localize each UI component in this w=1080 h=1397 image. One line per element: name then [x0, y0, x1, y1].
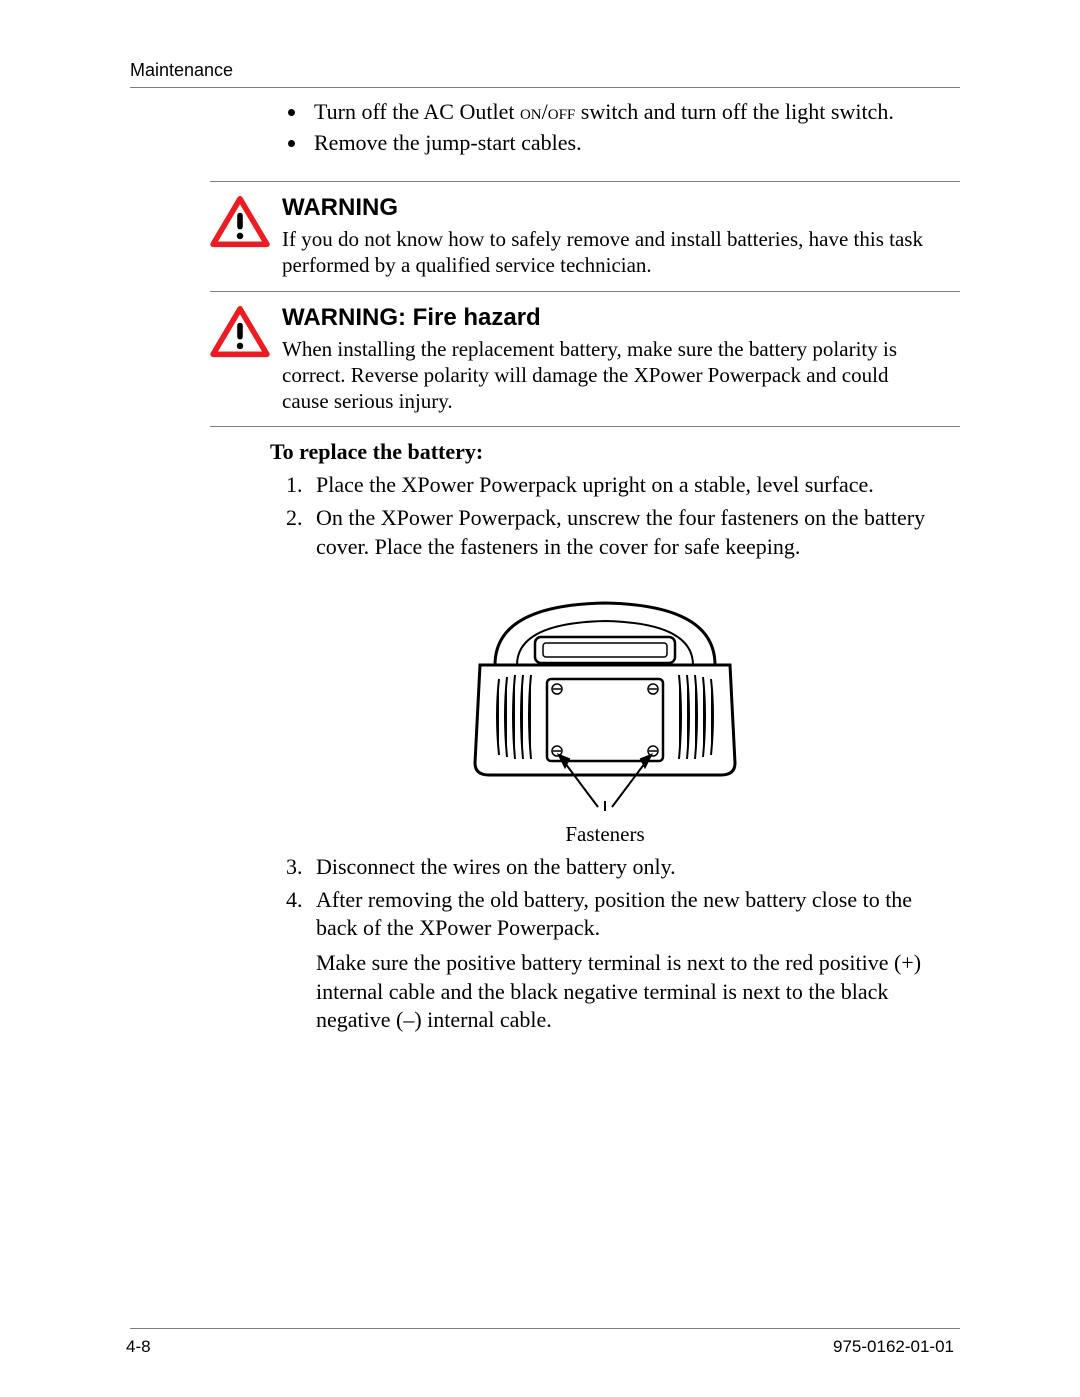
step-item: On the XPower Powerpack, unscrew the fou… — [308, 504, 940, 561]
bullet-text: switch and turn off the light switch. — [575, 99, 894, 124]
step-item: Disconnect the wires on the battery only… — [308, 853, 940, 882]
figure-caption: Fasteners — [270, 822, 940, 847]
step-item: Place the XPower Powerpack upright on a … — [308, 471, 940, 500]
document-page: Maintenance Turn off the AC Outlet on/of… — [0, 0, 1080, 1397]
warning-icon — [210, 196, 276, 252]
warning-content: WARNING: Fire hazard When installing the… — [282, 304, 940, 415]
footer-rule — [130, 1328, 960, 1329]
step-text: After removing the old battery, position… — [316, 887, 912, 941]
warning-block: WARNING: Fire hazard When installing the… — [210, 292, 940, 427]
powerpack-illustration — [425, 575, 785, 815]
bullet-text: Turn off the AC Outlet — [314, 99, 520, 124]
procedure-steps-cont: Disconnect the wires on the battery only… — [270, 853, 940, 1035]
section-rule — [210, 426, 960, 427]
intro-bullet-list: Turn off the AC Outlet on/off switch and… — [270, 98, 940, 157]
bullet-item: Remove the jump-start cables. — [308, 129, 940, 158]
procedure-heading: To replace the battery: — [270, 439, 940, 465]
warning-heading: WARNING: Fire hazard — [282, 304, 940, 332]
page-footer: 4-8 975-0162-01-01 — [120, 1328, 960, 1357]
bullet-smallcaps: on/off — [520, 99, 575, 124]
bullet-item: Turn off the AC Outlet on/off switch and… — [308, 98, 940, 127]
running-header: Maintenance — [130, 60, 960, 81]
warning-block: WARNING If you do not know how to safely… — [210, 182, 940, 291]
intro-block: Turn off the AC Outlet on/off switch and… — [270, 98, 940, 157]
warning-body: If you do not know how to safely remove … — [282, 226, 940, 279]
warning-body: When installing the replacement battery,… — [282, 336, 940, 415]
procedure-steps: Place the XPower Powerpack upright on a … — [270, 471, 940, 561]
step-continuation: Make sure the positive battery terminal … — [316, 949, 940, 1035]
procedure-block: To replace the battery: Place the XPower… — [270, 439, 940, 1034]
warning-heading: WARNING — [282, 194, 940, 222]
figure: Fasteners — [270, 575, 940, 847]
bullet-text: Remove the jump-start cables. — [314, 130, 582, 155]
document-number: 975-0162-01-01 — [833, 1337, 954, 1357]
warning-content: WARNING If you do not know how to safely… — [282, 194, 940, 279]
warning-icon — [210, 306, 276, 362]
page-number: 4-8 — [126, 1337, 151, 1357]
header-rule — [130, 87, 960, 88]
step-item: After removing the old battery, position… — [308, 886, 940, 1035]
